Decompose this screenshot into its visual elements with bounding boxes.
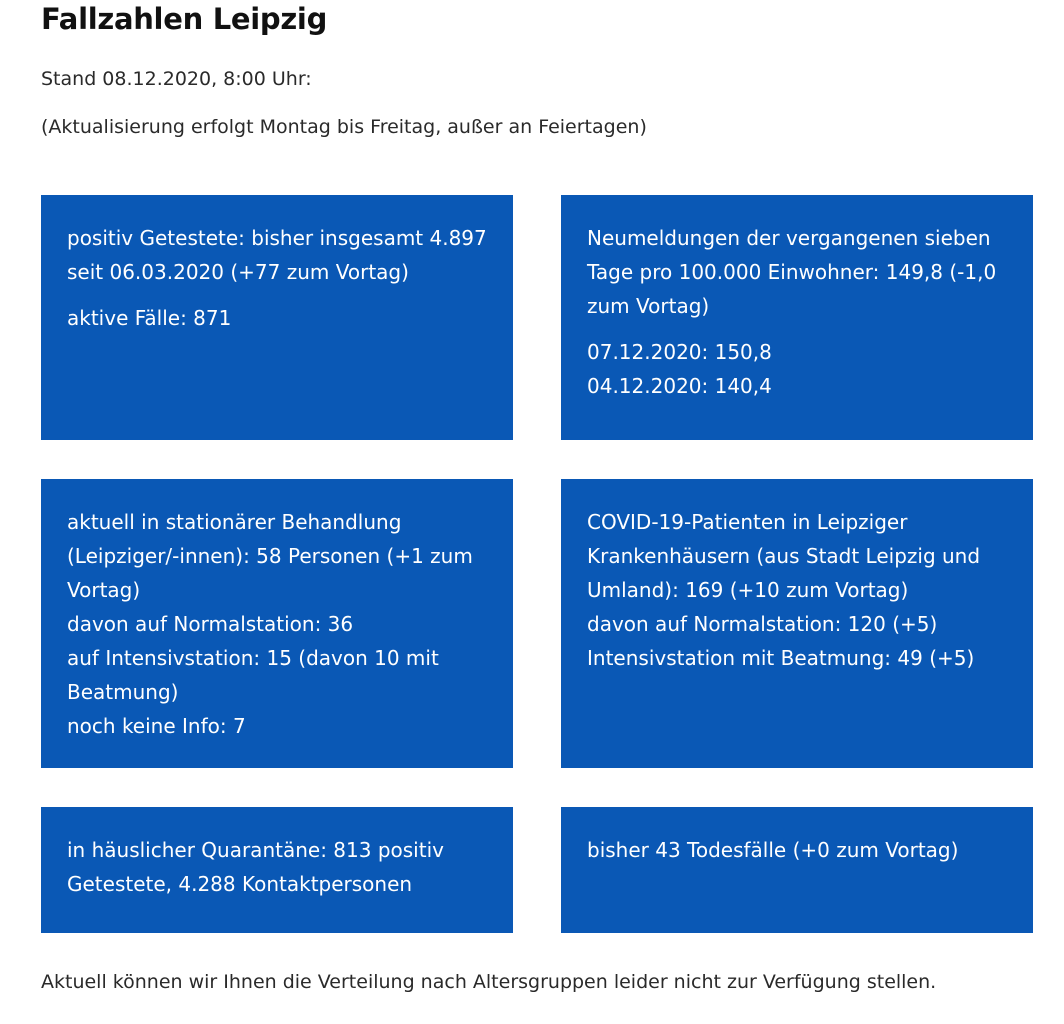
deaths-text: bisher 43 Todesfälle (+0 zum Vortag) (587, 838, 959, 862)
page-title: Fallzahlen Leipzig (41, 2, 328, 36)
incidence-previous-day-text: 07.12.2020: 150,8 (587, 340, 772, 364)
hospital-normal-ward-text: davon auf Normalstation: 36 (67, 612, 354, 636)
quarantine-tile: in häuslicher Quarantäne: 813 positiv Ge… (41, 807, 513, 933)
hospital-total-text: aktuell in stationärer Behandlung (Leipz… (67, 510, 473, 602)
incidence-tile: Neumeldungen der vergangenen sieben Tage… (561, 195, 1033, 440)
age-distribution-note: Aktuell können wir Ihnen die Verteilung … (41, 971, 937, 993)
hospital-treatment-tile: aktuell in stationärer Behandlung (Leipz… (41, 479, 513, 768)
covid-patients-normal-ward-text: davon auf Normalstation: 120 (+5) (587, 612, 938, 636)
hospital-intensive-care-text: auf Intensivstation: 15 (davon 10 mit Be… (67, 646, 439, 704)
positive-tested-tile: positiv Getestete: bisher insgesamt 4.89… (41, 195, 513, 440)
covid-patients-total-text: COVID-19-Patienten in Leipziger Krankenh… (587, 510, 981, 602)
hospital-no-info-text: noch keine Info: 7 (67, 714, 246, 738)
quarantine-text: in häuslicher Quarantäne: 813 positiv Ge… (67, 838, 444, 896)
incidence-current-text: Neumeldungen der vergangenen sieben Tage… (587, 226, 997, 318)
covid-patients-tile: COVID-19-Patienten in Leipziger Krankenh… (561, 479, 1033, 768)
positive-total-text: positiv Getestete: bisher insgesamt 4.89… (67, 226, 487, 284)
stand-timestamp: Stand 08.12.2020, 8:00 Uhr: (41, 68, 312, 90)
covid-patients-ventilation-text: Intensivstation mit Beatmung: 49 (+5) (587, 646, 975, 670)
update-schedule-note: (Aktualisierung erfolgt Montag bis Freit… (41, 116, 647, 138)
deaths-tile: bisher 43 Todesfälle (+0 zum Vortag) (561, 807, 1033, 933)
active-cases-text: aktive Fälle: 871 (67, 306, 232, 330)
incidence-earlier-text: 04.12.2020: 140,4 (587, 374, 772, 398)
